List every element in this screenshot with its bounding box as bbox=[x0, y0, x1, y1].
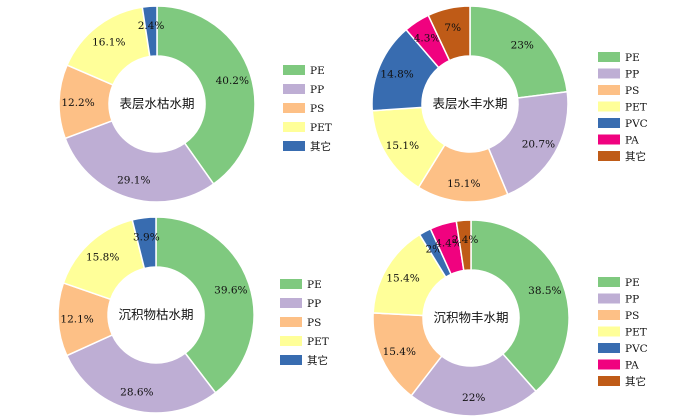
legend-swatch-PA bbox=[598, 359, 620, 370]
slice-label: 29.1% bbox=[117, 175, 150, 187]
slice-PP bbox=[410, 352, 538, 417]
slice-label: 20.7% bbox=[522, 139, 555, 151]
slice-PE bbox=[156, 5, 256, 186]
legend-label: 其它 bbox=[625, 375, 646, 388]
slice-label: 15.1% bbox=[386, 140, 419, 152]
chart-center-title: 沉积物丰水期 bbox=[433, 310, 508, 325]
slice-PE bbox=[470, 219, 570, 393]
legend-label: PS bbox=[310, 103, 324, 115]
slice-label: 38.5% bbox=[528, 285, 561, 297]
chart-center-title: 表层水枯水期 bbox=[119, 96, 194, 111]
legend-swatch-PP bbox=[283, 84, 305, 94]
legend-label: PET bbox=[625, 102, 647, 114]
slice-label: 4.4% bbox=[435, 237, 462, 249]
legend-label: PS bbox=[625, 85, 639, 97]
slice-label: 14.8% bbox=[380, 69, 413, 81]
legend-label: 其它 bbox=[307, 354, 328, 367]
slice-PP bbox=[64, 119, 215, 203]
legend-swatch-PP bbox=[598, 68, 620, 79]
legend-label: 其它 bbox=[625, 150, 646, 163]
donut-chart-1: 40.2% 29.1% 12.2% 16.1% 2.4% 表层水枯水期 PE PP PS PET 其… bbox=[58, 5, 332, 203]
slice-PE bbox=[469, 5, 569, 99]
legend-swatch-PET bbox=[598, 326, 620, 337]
slice-label: 40.2% bbox=[216, 75, 249, 87]
legend: PE PP PS PET 其它 bbox=[283, 65, 332, 153]
slice-label: 2.4% bbox=[138, 20, 165, 32]
legend: PE PP PS PET 其它 bbox=[280, 279, 329, 367]
slice-label: 4.3% bbox=[414, 33, 441, 45]
legend: PE PP PS PET PVC PA 其它 bbox=[598, 52, 648, 163]
legend-label: PA bbox=[625, 135, 639, 147]
legend-swatch-其它 bbox=[598, 151, 620, 161]
legend-label: PP bbox=[625, 294, 639, 306]
legend-label: PS bbox=[307, 317, 321, 329]
legend-swatch-PE bbox=[598, 52, 620, 62]
slice-label: 3.9% bbox=[133, 232, 160, 244]
slice-PE bbox=[155, 216, 255, 394]
legend-swatch-PE bbox=[598, 277, 620, 287]
legend-label: PE bbox=[307, 279, 322, 291]
legend-label: PET bbox=[307, 336, 329, 348]
slice-label: 28.6% bbox=[120, 387, 153, 399]
legend-swatch-PS bbox=[280, 317, 302, 327]
legend-swatch-PS bbox=[283, 103, 305, 113]
legend-swatch-PP bbox=[280, 298, 302, 308]
chart-center-title: 沉积物枯水期 bbox=[118, 307, 193, 322]
legend-label: PVC bbox=[625, 118, 648, 130]
legend-swatch-其它 bbox=[598, 376, 620, 386]
slice-其它 bbox=[427, 5, 471, 62]
slice-label: 2.4% bbox=[452, 234, 479, 246]
legend-swatch-PA bbox=[598, 134, 620, 145]
legend-label: PA bbox=[625, 360, 639, 372]
legend-swatch-PVC bbox=[598, 118, 620, 128]
slice-label: 22% bbox=[462, 392, 485, 404]
legend-label: PVC bbox=[625, 343, 648, 355]
slice-label: 39.6% bbox=[214, 285, 247, 297]
legend: PE PP PS PET PVC PA 其它 bbox=[598, 277, 648, 388]
legend-label: PE bbox=[310, 65, 325, 77]
slice-label: 15.4% bbox=[383, 346, 416, 358]
slice-label: 7% bbox=[444, 22, 461, 34]
legend-label: PE bbox=[625, 52, 640, 64]
chart-center-title: 表层水丰水期 bbox=[432, 96, 507, 111]
slice-其它 bbox=[141, 5, 158, 58]
donut-chart-2: 23%20.7%15.1%15.1%14.8%4.3%7%表层水丰水期PEPPP… bbox=[371, 5, 648, 203]
slice-label: 15.8% bbox=[86, 252, 119, 264]
legend-swatch-PS bbox=[598, 310, 620, 320]
legend-label: PE bbox=[625, 277, 640, 289]
slice-label: 15.4% bbox=[386, 273, 419, 285]
legend-swatch-PE bbox=[283, 65, 305, 75]
legend-label: PET bbox=[625, 327, 647, 339]
legend-swatch-PET bbox=[283, 122, 305, 132]
slice-label: 23% bbox=[511, 40, 534, 52]
slice-label: 12.1% bbox=[60, 314, 93, 326]
legend-label: PP bbox=[310, 84, 324, 96]
slice-其它 bbox=[131, 216, 157, 270]
legend-swatch-PE bbox=[280, 279, 302, 289]
legend-label: PS bbox=[625, 310, 639, 322]
slice-label: 15.1% bbox=[447, 178, 480, 190]
legend-label: PET bbox=[310, 122, 332, 134]
legend-swatch-其它 bbox=[280, 355, 302, 365]
legend-swatch-PS bbox=[598, 85, 620, 95]
legend-label: PP bbox=[307, 298, 321, 310]
slice-PP bbox=[487, 90, 569, 196]
legend-swatch-PET bbox=[280, 336, 302, 346]
legend-label: PP bbox=[625, 69, 639, 81]
slice-其它 bbox=[455, 219, 472, 272]
slice-label: 16.1% bbox=[92, 36, 125, 48]
slice-PP bbox=[65, 333, 217, 414]
donut-chart-3: 39.6% 28.6% 12.1% 15.8% 3.9% 沉积物枯水期 PE PP PS PET 其… bbox=[57, 216, 329, 414]
legend-swatch-PVC bbox=[598, 343, 620, 353]
legend-swatch-其它 bbox=[283, 141, 305, 151]
donut-chart-4: 38.5%22%15.4%15.4%2%4.4%2.4%沉积物丰水期PEPPPS… bbox=[372, 219, 648, 417]
slice-label: 12.2% bbox=[61, 97, 94, 109]
legend-swatch-PP bbox=[598, 293, 620, 304]
legend-label: 其它 bbox=[310, 140, 331, 153]
legend-swatch-PET bbox=[598, 101, 620, 112]
